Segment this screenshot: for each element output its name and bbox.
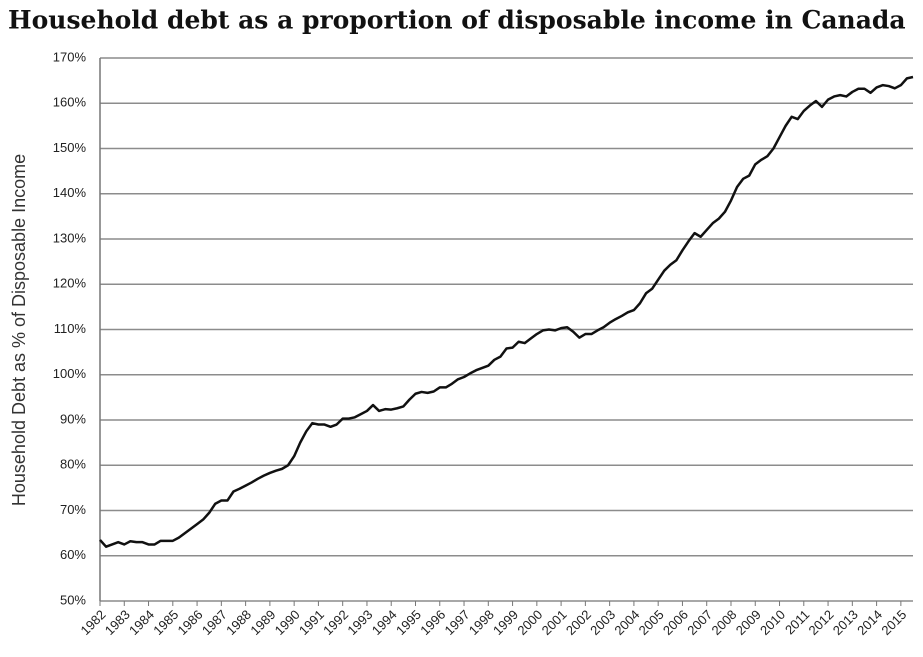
x-tick-label: 1988 bbox=[223, 607, 254, 638]
x-tick-label: 1983 bbox=[102, 607, 133, 638]
x-tick-label: 2015 bbox=[878, 607, 909, 638]
x-tick-label: 1997 bbox=[442, 607, 473, 638]
x-tick-label: 1999 bbox=[490, 607, 521, 638]
y-tick-label: 100% bbox=[53, 366, 87, 381]
y-tick-label: 90% bbox=[60, 411, 86, 426]
x-tick-label: 1998 bbox=[466, 607, 497, 638]
x-tick-label: 1986 bbox=[175, 607, 206, 638]
x-tick-label: 2001 bbox=[539, 607, 570, 638]
x-tick-label: 2003 bbox=[587, 607, 618, 638]
y-tick-label: 70% bbox=[60, 502, 86, 517]
x-tick-label: 2006 bbox=[660, 607, 691, 638]
x-tick-label: 1993 bbox=[344, 607, 375, 638]
x-tick-label: 2012 bbox=[806, 607, 837, 638]
x-tick-label: 1995 bbox=[393, 607, 424, 638]
x-tick-label: 2008 bbox=[708, 607, 739, 638]
x-tick-label: 1991 bbox=[296, 607, 327, 638]
x-tick-label: 1996 bbox=[417, 607, 448, 638]
x-tick-label: 2005 bbox=[636, 607, 667, 638]
y-tick-label: 160% bbox=[53, 95, 87, 110]
x-tick-label: 2007 bbox=[684, 607, 715, 638]
y-tick-label: 120% bbox=[53, 276, 87, 291]
x-tick-label: 2002 bbox=[563, 607, 594, 638]
x-tick-label: 2014 bbox=[854, 607, 885, 638]
x-tick-label: 2010 bbox=[757, 607, 788, 638]
line-series bbox=[99, 75, 914, 548]
x-tick-label: 2011 bbox=[782, 607, 812, 637]
x-tick-label: 1990 bbox=[272, 607, 303, 638]
y-tick-label: 170% bbox=[53, 49, 87, 64]
y-tick-label: 150% bbox=[53, 140, 87, 155]
x-tick-label: 2009 bbox=[733, 607, 764, 638]
y-tick-label: 50% bbox=[60, 592, 86, 607]
x-tick-label: 1982 bbox=[77, 607, 108, 638]
x-tick-label: 1984 bbox=[126, 607, 157, 638]
y-axis-label: Household Debt as % of Disposable Income bbox=[9, 154, 29, 506]
x-tick-label: 1985 bbox=[150, 607, 181, 638]
chart-title: Household debt as a proportion of dispos… bbox=[8, 6, 906, 35]
y-tick-label: 80% bbox=[60, 457, 86, 472]
y-tick-label: 60% bbox=[60, 547, 86, 562]
y-tick-label: 130% bbox=[53, 230, 87, 245]
x-tick-label: 1989 bbox=[247, 607, 278, 638]
x-tick-label: 1987 bbox=[199, 607, 230, 638]
x-tick-label: 2004 bbox=[611, 607, 642, 638]
x-tick-label: 1992 bbox=[320, 607, 351, 638]
x-tick-label: 2013 bbox=[830, 607, 861, 638]
x-tick-label: 2000 bbox=[514, 607, 545, 638]
x-tick-label: 1994 bbox=[369, 607, 400, 638]
y-tick-label: 140% bbox=[53, 185, 87, 200]
y-tick-label: 110% bbox=[54, 321, 87, 336]
